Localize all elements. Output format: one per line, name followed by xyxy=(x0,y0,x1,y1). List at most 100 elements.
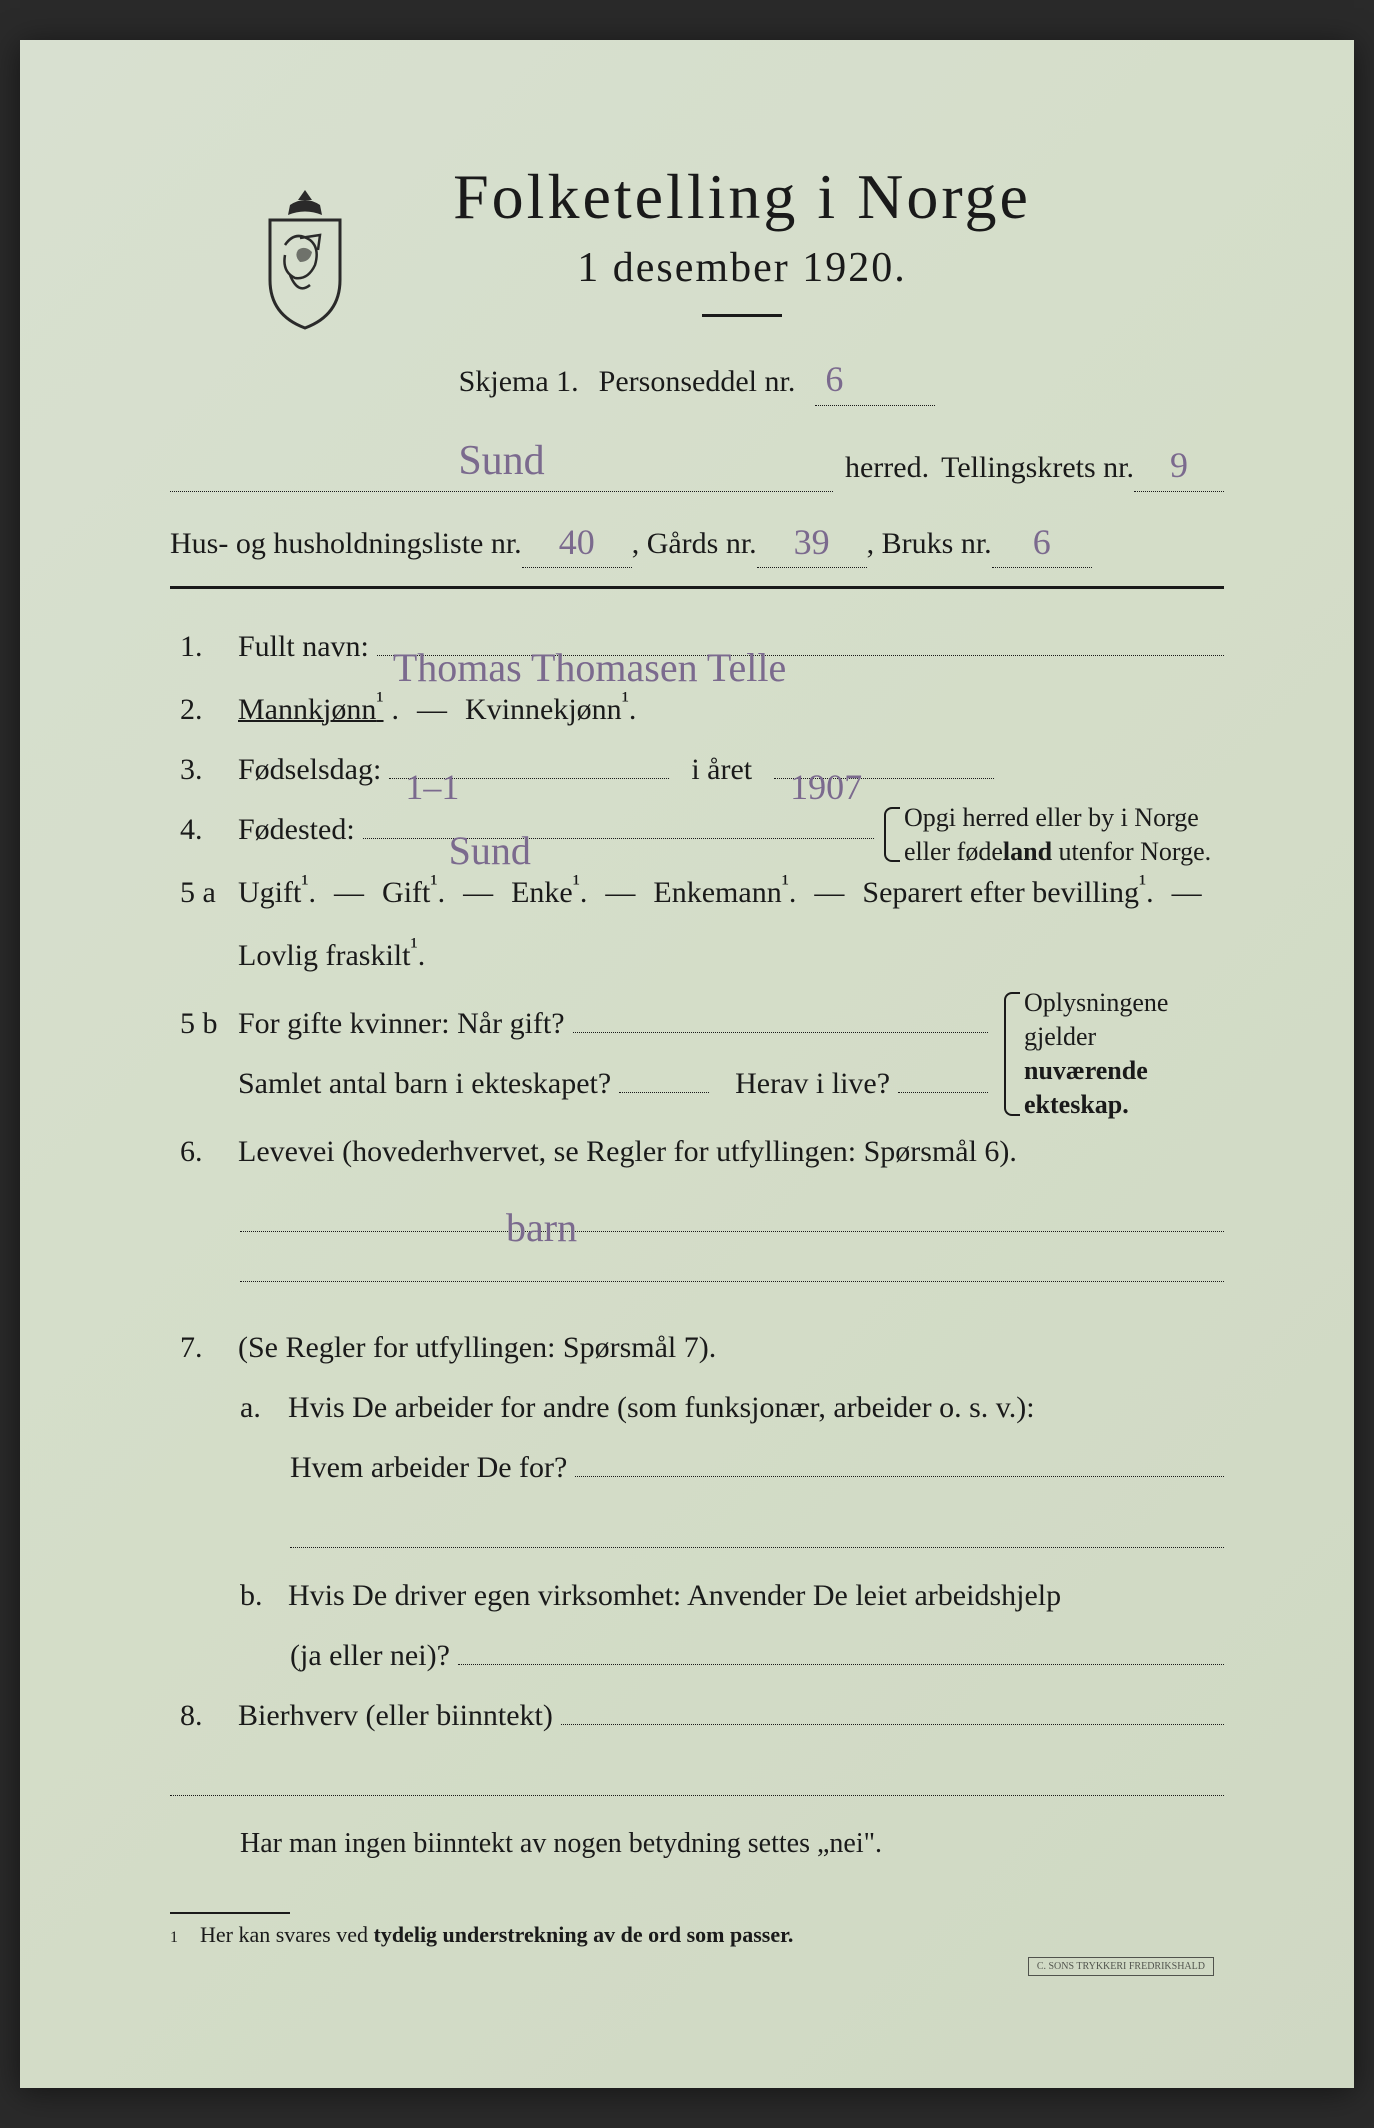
q7a-text2: Hvem arbeider De for? xyxy=(290,1438,567,1498)
hushold-value: 40 xyxy=(522,510,632,569)
q3-day-field: 1–1 xyxy=(389,747,669,779)
q4-num: 4. xyxy=(170,800,230,860)
q5a-row2: Lovlig fraskilt. xyxy=(170,923,1224,986)
q7b-letter: b. xyxy=(240,1566,280,1626)
q6-value: barn xyxy=(500,1204,583,1237)
q5a-ugift: Ugift. xyxy=(238,860,316,923)
list-numbers-row: Hus- og husholdningsliste nr. 40 , Gårds… xyxy=(170,510,1224,569)
bruks-value: 6 xyxy=(992,510,1092,569)
q7b-row1: b. Hvis De driver egen virksomhet: Anven… xyxy=(170,1566,1224,1626)
hushold-label: Hus- og husholdningsliste nr. xyxy=(170,520,522,568)
q4-value: Sund xyxy=(443,811,537,842)
title-block: Folketelling i Norge 1 desember 1920. xyxy=(170,160,1224,317)
q1-value: Thomas Thomasen Telle xyxy=(387,628,792,659)
q3-num: 3. xyxy=(170,740,230,800)
q7a-row2: Hvem arbeider De for? xyxy=(170,1438,1224,1498)
q5b-label1: For gifte kvinner: Når gift? xyxy=(238,994,565,1054)
personseddel-value: 6 xyxy=(815,347,935,406)
date-line: 1 desember 1920. xyxy=(260,244,1224,292)
bottom-note: Har man ingen biinntekt av nogen betydni… xyxy=(170,1816,1224,1872)
herred-value: Sund xyxy=(170,424,833,492)
footnote-text: Her kan svares ved tydelig understreknin… xyxy=(200,1922,793,1948)
tellingskrets-value: 9 xyxy=(1134,433,1224,492)
q5a-lovlig: Lovlig fraskilt. xyxy=(238,923,425,986)
q5b-note-l1: Oplysningene xyxy=(1024,986,1224,1020)
q3-day-value: 1–1 xyxy=(399,751,465,782)
herred-row: Sund herred. Tellingskrets nr. 9 xyxy=(170,424,1224,492)
gards-label: , Gårds nr. xyxy=(632,520,757,568)
q7b-row2: (ja eller nei)? xyxy=(170,1626,1224,1686)
q2-num: 2. xyxy=(170,680,230,740)
q5a-gift: Gift. xyxy=(382,860,445,923)
header-rule xyxy=(170,586,1224,589)
q4-value-field: Sund xyxy=(363,807,874,839)
q1-num: 1. xyxy=(170,617,230,677)
q7a-letter: a. xyxy=(240,1378,280,1438)
q6-row: 6. Levevei (hovederhvervet, se Regler fo… xyxy=(170,1122,1224,1182)
bruks-label: , Bruks nr. xyxy=(867,520,992,568)
q8-row: 8. Bierhverv (eller biinntekt) xyxy=(170,1686,1224,1746)
skjema-label: Skjema 1. xyxy=(459,358,579,406)
q4-row: 4. Fødested: Sund Opgi herred eller by i… xyxy=(170,800,1224,860)
q5b-label3: Herav i live? xyxy=(717,1054,890,1114)
q2-mann: Mannkjønn xyxy=(238,677,384,740)
q5a-separert: Separert efter bevilling. xyxy=(862,860,1153,923)
q1-label: Fullt navn: xyxy=(238,617,369,677)
q5b-row2: Samlet antal barn i ekteskapet? Herav i … xyxy=(170,1054,988,1114)
q3-year-field: 1907 xyxy=(774,747,994,779)
footnote-rule xyxy=(170,1912,290,1914)
q4-note-line2: eller fødeland utenfor Norge. xyxy=(904,835,1224,869)
q7-row: 7. (Se Regler for utfyllingen: Spørsmål … xyxy=(170,1318,1224,1378)
footnote-num: 1 xyxy=(170,1929,200,1947)
tellingskrets-label: Tellingskrets nr. xyxy=(941,444,1134,492)
document-page: Folketelling i Norge 1 desember 1920. Sk… xyxy=(20,40,1354,2088)
q4-note: Opgi herred eller by i Norge eller fødel… xyxy=(884,801,1224,869)
q5b-note-l3: ekteskap. xyxy=(1024,1088,1224,1122)
q8-num: 8. xyxy=(170,1686,230,1746)
q4-label: Fødested: xyxy=(238,800,355,860)
footnote: 1 Her kan svares ved tydelig understrekn… xyxy=(170,1922,1224,1948)
herred-label: herred. xyxy=(833,444,941,492)
q1-row: 1. Fullt navn: Thomas Thomasen Telle xyxy=(170,617,1224,677)
q3-label: Fødselsdag: xyxy=(238,740,381,800)
q5b-row1: 5 b For gifte kvinner: Når gift? xyxy=(170,994,988,1054)
q5a-enkemann: Enkemann. xyxy=(653,860,796,923)
q6-label: Levevei (hovederhvervet, se Regler for u… xyxy=(238,1122,1017,1182)
q7b-text2: (ja eller nei)? xyxy=(290,1626,450,1686)
q7a-text: Hvis De arbeider for andre (som funksjon… xyxy=(288,1378,1035,1438)
q8-blank-line xyxy=(170,1764,1224,1796)
q5b-label2: Samlet antal barn i ekteskapet? xyxy=(238,1054,611,1114)
title-divider xyxy=(702,314,782,317)
q7a-row1: a. Hvis De arbeider for andre (som funks… xyxy=(170,1378,1224,1438)
q7a-field xyxy=(575,1445,1224,1477)
q5b-num: 5 b xyxy=(170,994,230,1054)
q5a-row: 5 a Ugift. — Gift. — Enke. — Enkemann. —… xyxy=(170,860,1224,923)
q5b-note-l2: gjelder nuværende xyxy=(1024,1020,1224,1088)
skjema-row: Skjema 1. Personseddel nr. 6 xyxy=(170,347,1224,406)
q7b-text: Hvis De driver egen virksomhet: Anvender… xyxy=(288,1566,1061,1626)
q8-label: Bierhverv (eller biinntekt) xyxy=(238,1686,553,1746)
q7-num: 7. xyxy=(170,1318,230,1378)
q8-field xyxy=(561,1693,1224,1725)
q5b-gift-field xyxy=(573,1001,988,1033)
q5b-live-field xyxy=(898,1061,988,1093)
q7a-blank-line xyxy=(290,1516,1224,1548)
q5b-barn-field xyxy=(619,1061,709,1093)
q7-label: (Se Regler for utfyllingen: Spørsmål 7). xyxy=(238,1318,716,1378)
q7b-field xyxy=(458,1633,1224,1665)
q5b-block: 5 b For gifte kvinner: Når gift? Samlet … xyxy=(170,986,1224,1121)
q5a-num: 5 a xyxy=(170,863,230,923)
personseddel-label: Personseddel nr. xyxy=(599,358,796,406)
gards-value: 39 xyxy=(757,510,867,569)
printer-stamp: C. SONS TRYKKERI FREDRIKSHALD xyxy=(1028,1957,1214,1976)
q6-num: 6. xyxy=(170,1122,230,1182)
main-title: Folketelling i Norge xyxy=(260,160,1224,234)
q3-row: 3. Fødselsdag: 1–1 i året 1907 xyxy=(170,740,1224,800)
q6-blank-line xyxy=(240,1250,1224,1282)
q6-value-line: barn xyxy=(240,1200,1224,1232)
q3-year-label: i året xyxy=(677,740,766,800)
q5b-note: Oplysningene gjelder nuværende ekteskap. xyxy=(1004,986,1224,1121)
q3-year-value: 1907 xyxy=(784,751,868,782)
q4-note-line1: Opgi herred eller by i Norge xyxy=(904,801,1224,835)
q1-value-field: Thomas Thomasen Telle xyxy=(377,624,1224,656)
